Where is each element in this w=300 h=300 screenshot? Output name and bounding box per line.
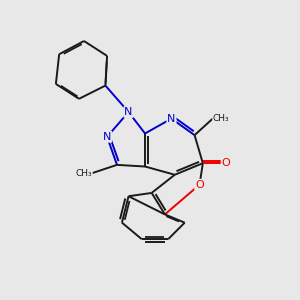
Text: CH₃: CH₃ bbox=[76, 169, 92, 178]
Text: O: O bbox=[195, 180, 204, 190]
Text: O: O bbox=[222, 158, 230, 168]
Text: CH₃: CH₃ bbox=[213, 114, 230, 123]
Text: N: N bbox=[103, 132, 111, 142]
Text: N: N bbox=[167, 114, 175, 124]
Text: N: N bbox=[124, 107, 133, 117]
